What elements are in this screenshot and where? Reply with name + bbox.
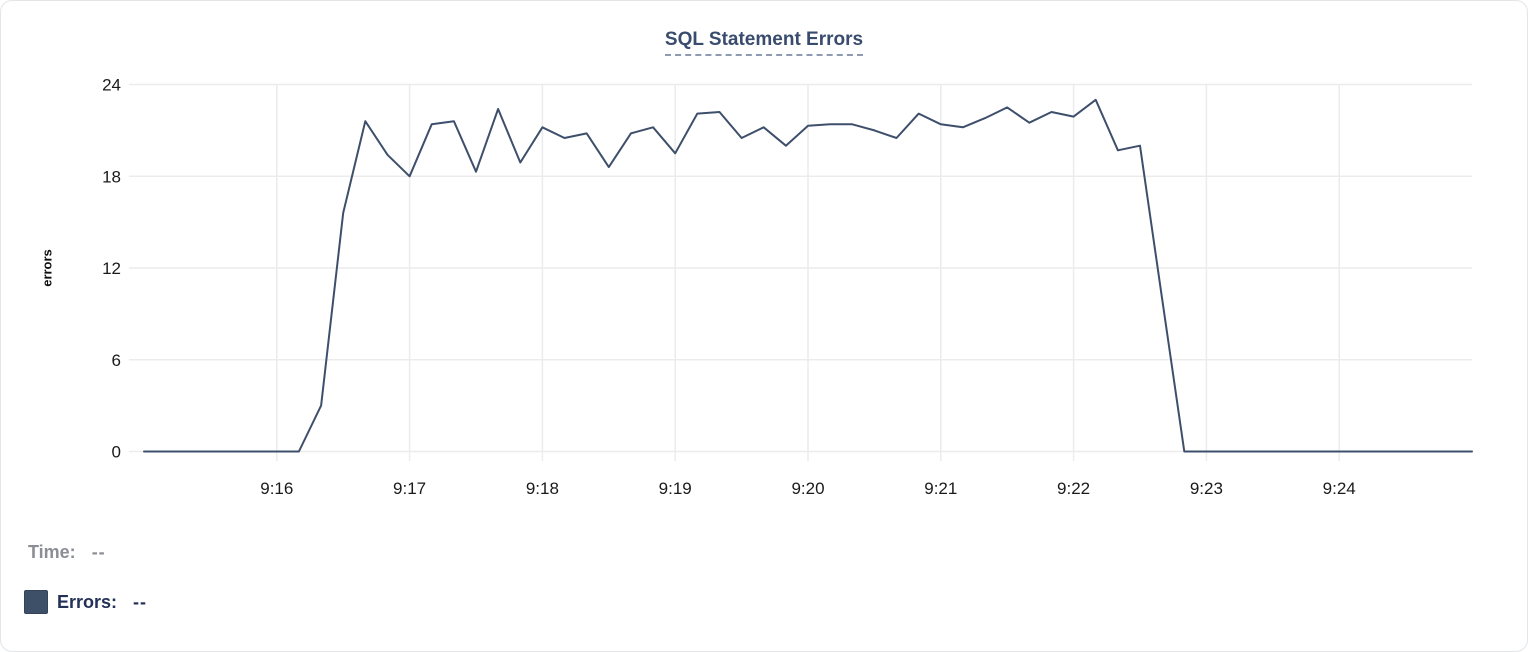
x-tick-label: 9:17 <box>393 479 426 498</box>
chart-title[interactable]: SQL Statement Errors <box>664 29 864 56</box>
x-tick-label: 9:16 <box>260 479 293 498</box>
y-axis-title: errors <box>39 249 55 287</box>
legend-row-errors[interactable]: Errors: -- <box>24 590 147 614</box>
chart-header: SQL Statement Errors <box>1 29 1527 56</box>
y-tick-label: 0 <box>112 443 121 462</box>
y-tick-label: 12 <box>102 259 121 278</box>
x-tick-label: 9:21 <box>924 479 957 498</box>
x-tick-label: 9:20 <box>791 479 824 498</box>
legend-errors-value: -- <box>133 591 148 612</box>
x-tick-label: 9:22 <box>1057 479 1090 498</box>
errors-series-marker-icon <box>24 590 48 614</box>
legend-time-value: -- <box>91 542 106 562</box>
errors-line-series <box>143 98 1473 453</box>
y-tick-label: 24 <box>102 76 121 95</box>
x-tick-label: 9:24 <box>1323 479 1356 498</box>
x-tick-label: 9:18 <box>526 479 559 498</box>
x-tick-label: 9:19 <box>659 479 692 498</box>
legend-errors-label: Errors: <box>57 591 118 612</box>
x-tick-label: 9:23 <box>1190 479 1223 498</box>
y-tick-label: 6 <box>112 351 121 370</box>
errors-line-chart[interactable]: 0 6 12 18 24 9:16 9:17 9:18 9:19 9:20 9:21 9:22 9:23… <box>1 1 1528 511</box>
legend-time-label: Time: <box>28 542 76 562</box>
legend-row-time: Time: -- <box>28 542 106 563</box>
y-tick-label: 18 <box>102 167 121 186</box>
